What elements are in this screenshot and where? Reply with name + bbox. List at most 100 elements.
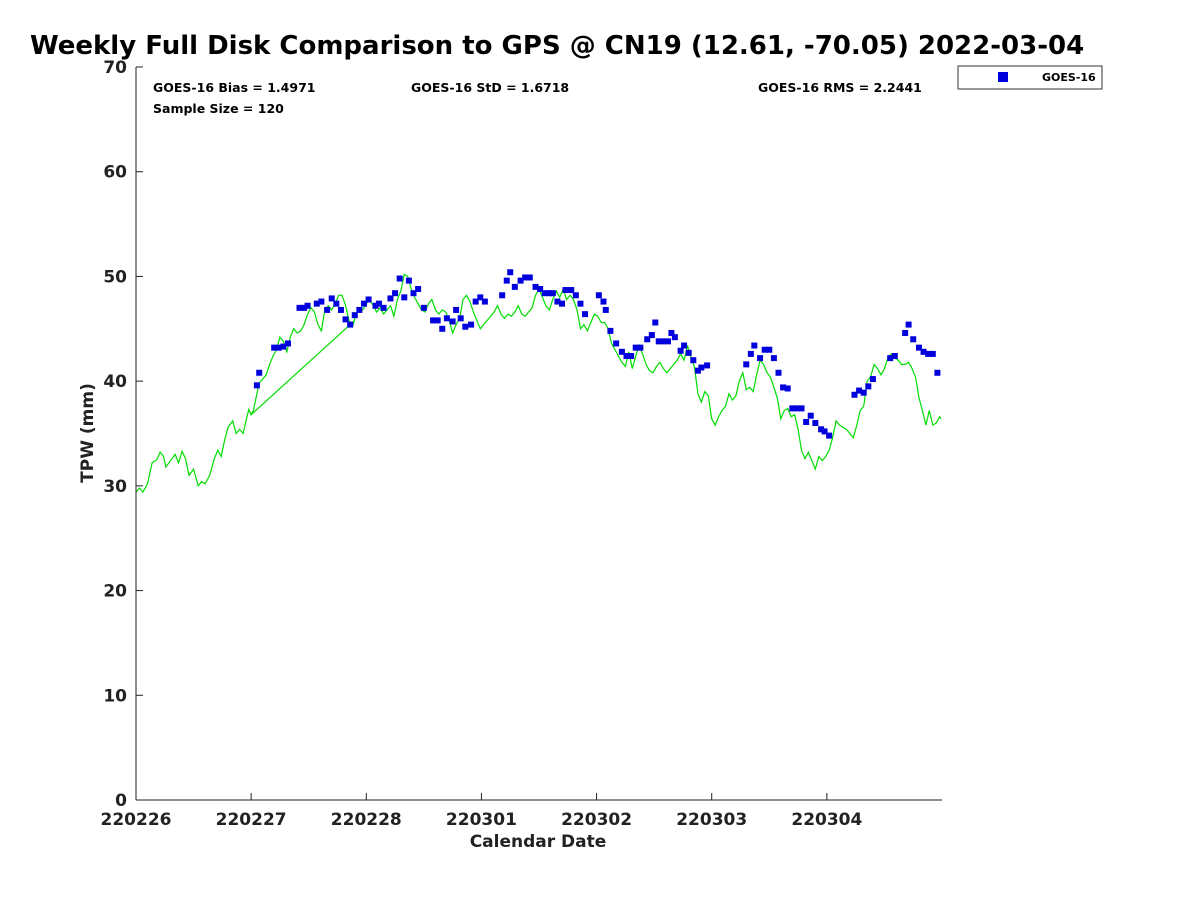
axes bbox=[135, 67, 942, 801]
goes-16-point bbox=[698, 364, 705, 371]
y-tick-label: 10 bbox=[103, 686, 127, 706]
goes-16-point bbox=[453, 306, 460, 313]
goes-16-point bbox=[430, 317, 437, 324]
goes-16-point bbox=[920, 348, 927, 355]
goes-16-point bbox=[655, 338, 662, 345]
goes-16-point bbox=[396, 275, 403, 282]
x-tick-label: 220301 bbox=[446, 810, 517, 830]
goes-16-point bbox=[457, 315, 464, 322]
y-ticks: 0 10 20 30 40 50 60 70 bbox=[103, 58, 143, 811]
goes-16-point bbox=[602, 306, 609, 313]
goes-16-point bbox=[256, 369, 263, 376]
goes-16-point bbox=[365, 296, 372, 303]
x-tick-label: 220302 bbox=[561, 810, 632, 830]
goes-16-point bbox=[415, 285, 422, 292]
goes-16-point bbox=[481, 298, 488, 305]
goes-16-point bbox=[526, 274, 533, 281]
goes-16-point bbox=[360, 300, 367, 307]
goes-16-point bbox=[449, 318, 456, 325]
goes-16-point bbox=[434, 317, 441, 324]
goes-16-point bbox=[902, 329, 909, 336]
goes-16-point bbox=[618, 348, 625, 355]
goes-16-point bbox=[637, 344, 644, 351]
goes-16-point bbox=[328, 295, 335, 302]
goes-16-point bbox=[648, 332, 655, 339]
legend-box bbox=[957, 65, 1103, 90]
goes-16-point bbox=[751, 342, 758, 349]
x-ticks: 220226 220227 220228 220301 220302 220303 2203… bbox=[101, 793, 863, 830]
goes-16-point bbox=[677, 347, 684, 354]
goes-16-point bbox=[318, 298, 325, 305]
goes-16-point bbox=[818, 426, 825, 433]
goes-16-point bbox=[275, 344, 282, 351]
goes-16-point bbox=[351, 312, 358, 319]
legend-marker bbox=[998, 72, 1008, 82]
goes-16-point bbox=[546, 290, 553, 297]
goes-16-point bbox=[681, 342, 688, 349]
goes-16-point bbox=[851, 391, 858, 398]
goes-16-point bbox=[869, 376, 876, 383]
std-stat: GOES-16 StD = 1.6718 bbox=[411, 80, 569, 95]
goes-16-point bbox=[910, 336, 917, 343]
goes-16-point bbox=[582, 311, 589, 318]
goes-16-point bbox=[549, 290, 556, 297]
goes-16-point bbox=[770, 355, 777, 362]
goes-16-point bbox=[337, 306, 344, 313]
goes-16-point bbox=[342, 316, 349, 323]
goes-16-point bbox=[807, 412, 814, 419]
x-tick-label: 220226 bbox=[101, 810, 172, 830]
goes-16-point bbox=[757, 355, 764, 362]
goes-16-point bbox=[577, 300, 584, 307]
goes-16-point bbox=[253, 382, 260, 389]
goes-16-point bbox=[780, 384, 787, 391]
goes-16-point bbox=[600, 298, 607, 305]
goes-16-point bbox=[934, 369, 941, 376]
goes-16-series bbox=[253, 269, 941, 439]
goes-16-point bbox=[392, 290, 399, 297]
goes-16-point bbox=[632, 344, 639, 351]
goes-16-point bbox=[644, 336, 651, 343]
goes-16-point bbox=[798, 405, 805, 412]
goes-16-point bbox=[503, 277, 510, 284]
goes-16-point bbox=[472, 298, 479, 305]
goes-16-point bbox=[387, 295, 394, 302]
goes-16-point bbox=[313, 300, 320, 307]
y-tick-label: 50 bbox=[103, 267, 127, 287]
legend-label-goes-16: GOES-16 bbox=[1042, 71, 1096, 84]
goes-16-point bbox=[793, 405, 800, 412]
goes-16-point bbox=[468, 321, 475, 328]
goes-16-point bbox=[891, 353, 898, 360]
goes-16-point bbox=[405, 277, 412, 284]
goes-16-point bbox=[280, 343, 287, 350]
goes-16-point bbox=[664, 338, 671, 345]
goes-16-point bbox=[511, 283, 518, 290]
goes-16-point bbox=[668, 329, 675, 336]
goes-16-point bbox=[517, 277, 524, 284]
goes-16-point bbox=[462, 323, 469, 330]
goes-16-point bbox=[623, 353, 630, 360]
gps-series bbox=[135, 273, 942, 494]
chart-title: Weekly Full Disk Comparison to GPS @ CN1… bbox=[30, 31, 1084, 61]
goes-16-point bbox=[887, 355, 894, 362]
goes-16-point bbox=[660, 338, 667, 345]
bias-stat: GOES-16 Bias = 1.4971 bbox=[153, 80, 315, 95]
y-tick-label: 70 bbox=[103, 58, 127, 78]
goes-16-point bbox=[380, 304, 387, 311]
goes-16-point bbox=[860, 389, 867, 396]
goes-16-point bbox=[607, 327, 614, 334]
goes-16-point bbox=[784, 385, 791, 392]
goes-16-point bbox=[284, 340, 291, 347]
goes-16-point bbox=[375, 300, 382, 307]
x-tick-label: 220227 bbox=[216, 810, 287, 830]
goes-16-point bbox=[821, 428, 828, 435]
goes-16-point bbox=[572, 292, 579, 299]
goes-16-point bbox=[410, 290, 417, 297]
goes-16-point bbox=[554, 298, 561, 305]
goes-16-point bbox=[559, 300, 566, 307]
goes-16-point bbox=[628, 353, 635, 360]
x-axis-label: Calendar Date bbox=[470, 832, 607, 852]
rms-stat: GOES-16 RMS = 2.2441 bbox=[758, 80, 922, 95]
goes-16-point bbox=[356, 306, 363, 313]
y-tick-label: 0 bbox=[115, 791, 127, 811]
